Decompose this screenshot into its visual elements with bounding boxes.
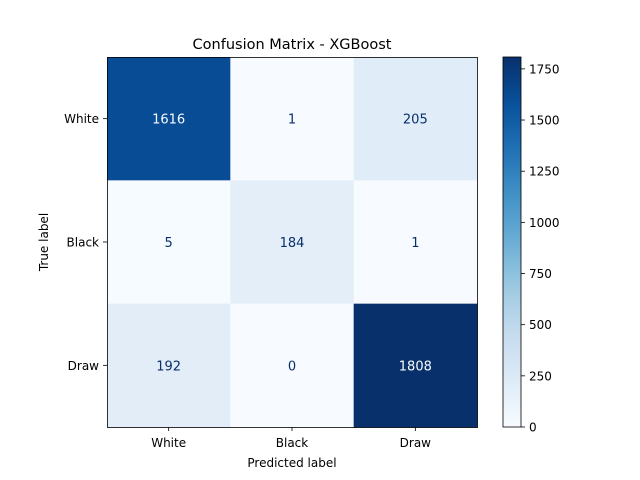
cell-value-label: 5 [165, 236, 173, 251]
colorbar-tick-label: 1500 [529, 114, 560, 128]
cell-value-label: 192 [156, 359, 181, 374]
x-axis-label: Predicted label [247, 456, 336, 470]
colorbar-tick-label: 250 [529, 369, 552, 383]
cell-value-label: 1808 [399, 359, 432, 374]
matrix-cell-labels: 1616 1 205 5 184 1 192 0 1808 [152, 113, 432, 375]
y-tick-label: White [64, 112, 99, 126]
plot-frame [107, 57, 478, 428]
cell-value-label: 205 [403, 113, 428, 128]
matrix-cell [107, 180, 231, 305]
matrix-cell [107, 57, 231, 181]
matrix-cell [230, 180, 355, 305]
x-tick-label: Draw [400, 436, 432, 450]
x-axis-ticks: White Black Draw [151, 427, 431, 450]
cell-value-label: 1 [288, 113, 296, 128]
colorbar-tick-label: 0 [529, 421, 537, 435]
x-tick-label: Black [276, 436, 309, 450]
x-tick-label: White [151, 436, 186, 450]
y-axis-label: True label [37, 213, 51, 272]
colorbar-tick-label: 1250 [529, 165, 560, 179]
colorbar-tick-label: 1000 [529, 216, 560, 230]
matrix-cells [107, 57, 478, 428]
chart-title: Confusion Matrix - XGBoost [193, 37, 392, 53]
cell-value-label: 0 [288, 359, 296, 374]
colorbar-tick-label: 500 [529, 318, 552, 332]
cell-value-label: 1616 [152, 113, 185, 128]
colorbar-ticks: 0 250 500 750 1000 1250 1500 1750 [521, 62, 560, 435]
matrix-cell [230, 57, 355, 181]
matrix-cell [353, 180, 478, 305]
matrix-cell [353, 303, 478, 428]
colorbar-frame [502, 56, 522, 428]
y-tick-label: Draw [68, 359, 100, 373]
cell-value-label: 184 [280, 236, 305, 251]
colorbar-tick-label: 750 [529, 267, 552, 281]
colorbar [503, 57, 521, 427]
matrix-cell [230, 303, 355, 428]
y-axis-ticks: White Black Draw [64, 112, 107, 373]
cell-value-label: 1 [411, 236, 419, 251]
y-tick-label: Black [67, 236, 100, 250]
matrix-cell [353, 57, 478, 181]
matrix-cell [107, 303, 231, 428]
colorbar-tick-label: 1750 [529, 62, 560, 76]
